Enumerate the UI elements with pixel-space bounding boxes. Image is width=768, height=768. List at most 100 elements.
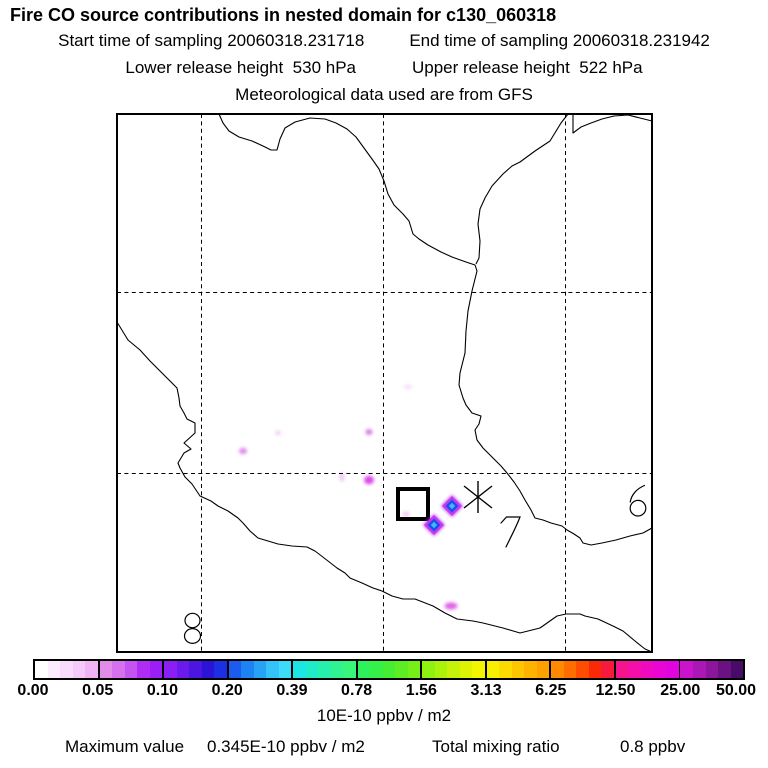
colorbar-cell bbox=[692, 661, 706, 678]
colorbar-cell bbox=[434, 661, 448, 678]
colorbar-cell bbox=[99, 661, 113, 678]
region-label-8 bbox=[183, 612, 202, 644]
colorbar-cell bbox=[176, 661, 190, 678]
colorbar-cell bbox=[511, 661, 525, 678]
start-time-text: Start time of sampling 20060318.231718 bbox=[58, 31, 365, 50]
colorbar-cell bbox=[124, 661, 138, 678]
met-source-text: Meteorological data used are from GFS bbox=[235, 85, 533, 104]
colorbar-cell bbox=[486, 661, 500, 678]
colorbar-cell bbox=[524, 661, 537, 678]
colorbar-segment bbox=[35, 661, 100, 678]
colorbar-cell bbox=[730, 661, 744, 678]
colorbar-cell bbox=[615, 661, 629, 678]
release-box-square-marker bbox=[396, 487, 430, 521]
colorbar-cell bbox=[293, 661, 306, 678]
colorbar-tick-label: 0.78 bbox=[341, 682, 373, 699]
colorbar-cell bbox=[253, 661, 267, 678]
co-contribution-spot bbox=[339, 472, 345, 482]
region-label-7 bbox=[500, 516, 521, 548]
colorbar-segment bbox=[422, 661, 487, 678]
colorbar bbox=[33, 659, 745, 680]
colorbar-tick-label: 1.56 bbox=[405, 682, 437, 699]
colorbar-cell bbox=[447, 661, 460, 678]
colorbar-tick-label: 0.00 bbox=[17, 682, 49, 699]
colorbar-cell bbox=[214, 661, 227, 678]
colorbar-cell bbox=[60, 661, 73, 678]
colorbar-cell bbox=[680, 661, 693, 678]
colorbar-cell bbox=[47, 661, 61, 678]
colorbar-cell bbox=[343, 661, 356, 678]
colorbar-tick-label: 3.13 bbox=[470, 682, 502, 699]
colorbar-cell bbox=[576, 661, 589, 678]
co-contribution-spot bbox=[239, 447, 247, 455]
diamond-marker-core bbox=[448, 502, 456, 510]
co-contribution-spot bbox=[275, 430, 281, 436]
colorbar-segment bbox=[293, 661, 358, 678]
coastline bbox=[116, 321, 653, 653]
region-label-6 bbox=[629, 484, 647, 517]
colorbar-cell bbox=[149, 661, 163, 678]
colorbar-cell bbox=[563, 661, 577, 678]
colorbar-cell bbox=[72, 661, 86, 678]
colorbar-segment bbox=[486, 661, 552, 678]
colorbar-cell bbox=[718, 661, 731, 678]
coastline bbox=[475, 113, 569, 265]
colorbar-cell bbox=[665, 661, 679, 678]
colorbar-cell bbox=[305, 661, 319, 678]
page-title: Fire CO source contributions in nested d… bbox=[10, 5, 557, 25]
colorbar-cell bbox=[189, 661, 202, 678]
diamond-marker-core bbox=[430, 521, 438, 529]
colorbar-cell bbox=[653, 661, 666, 678]
co-contribution-spot bbox=[404, 384, 412, 390]
colorbar-cell bbox=[137, 661, 150, 678]
colorbar-tick-label: 12.50 bbox=[595, 682, 636, 699]
colorbar-cell bbox=[705, 661, 719, 678]
colorbar-cell bbox=[601, 661, 614, 678]
colorbar-cell bbox=[395, 661, 408, 678]
colorbar-cell bbox=[228, 661, 242, 678]
colorbar-tick-label: 0.20 bbox=[211, 682, 243, 699]
colorbar-cell bbox=[201, 661, 215, 678]
colorbar-cell bbox=[588, 661, 602, 678]
colorbar-cell bbox=[536, 661, 550, 678]
co-contribution-spot bbox=[364, 475, 374, 485]
total-mixing-ratio-label: Total mixing ratio bbox=[432, 737, 560, 756]
colorbar-tick-label: 0.39 bbox=[276, 682, 308, 699]
colorbar-segment bbox=[228, 661, 294, 678]
colorbar-cell bbox=[357, 661, 371, 678]
colorbar-cell bbox=[640, 661, 654, 678]
coastline bbox=[572, 114, 653, 134]
coastline bbox=[218, 113, 653, 546]
co-contribution-spot bbox=[365, 429, 373, 435]
colorbar-segment bbox=[551, 661, 616, 678]
release-heights-line: Lower release height 530 hPa Upper releas… bbox=[0, 58, 768, 78]
colorbar-cell bbox=[370, 661, 383, 678]
upper-release-text: Upper release height 522 hPa bbox=[412, 58, 643, 77]
end-time-text: End time of sampling 20060318.231942 bbox=[409, 31, 710, 50]
colorbar-cell bbox=[422, 661, 435, 678]
colorbar-cell bbox=[628, 661, 641, 678]
colorbar-segment bbox=[164, 661, 229, 678]
colorbar-cell bbox=[266, 661, 279, 678]
total-mixing-ratio-value: 0.8 ppbv bbox=[620, 737, 686, 756]
colorbar-cell bbox=[35, 661, 48, 678]
colorbar-cell bbox=[85, 661, 98, 678]
colorbar-segment bbox=[680, 661, 744, 678]
colorbar-tick-label: 25.00 bbox=[660, 682, 701, 699]
sampling-times-line: Start time of sampling 20060318.231718 En… bbox=[0, 31, 768, 51]
map-frame bbox=[116, 113, 653, 653]
colorbar-cell bbox=[112, 661, 125, 678]
colorbar-cell bbox=[382, 661, 396, 678]
co-contribution-spot bbox=[402, 511, 410, 517]
colorbar-tick-label: 6.25 bbox=[535, 682, 567, 699]
lower-release-text: Lower release height 530 hPa bbox=[125, 58, 356, 77]
colorbar-segment bbox=[615, 661, 681, 678]
colorbar-segment bbox=[357, 661, 423, 678]
colorbar-cell bbox=[407, 661, 421, 678]
colorbar-cell bbox=[164, 661, 177, 678]
colorbar-cell bbox=[499, 661, 512, 678]
colorbar-unit-label: 10E-10 ppbv / m2 bbox=[316, 706, 452, 725]
colorbar-cell bbox=[318, 661, 331, 678]
